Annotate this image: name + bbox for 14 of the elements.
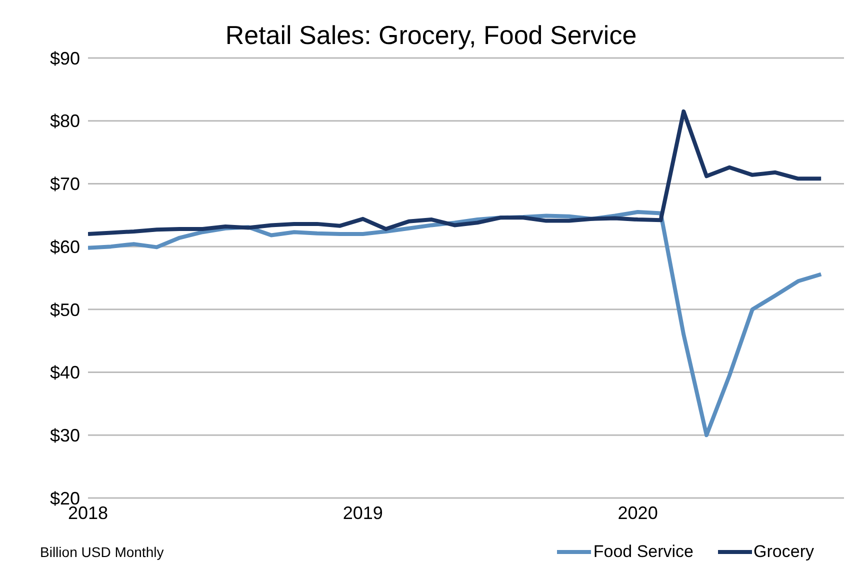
legend-label: Grocery bbox=[754, 542, 814, 562]
x-tick-label: 2020 bbox=[618, 502, 658, 523]
y-tick-label: $60 bbox=[50, 236, 80, 257]
y-tick-label: $90 bbox=[50, 48, 80, 68]
x-tick-label: 2019 bbox=[342, 502, 383, 523]
y-tick-label: $40 bbox=[50, 362, 80, 383]
y-tick-label: $80 bbox=[50, 111, 80, 132]
legend-label: Food Service bbox=[593, 542, 694, 562]
text: Billion USD Monthly bbox=[40, 544, 164, 560]
y-tick-label: $50 bbox=[50, 300, 80, 320]
line-series bbox=[88, 109, 824, 236]
y-tick-label: $70 bbox=[50, 174, 80, 194]
chart-title: Retail Sales: Grocery, Food Service bbox=[225, 20, 637, 50]
y-tick-label: $30 bbox=[50, 426, 80, 446]
